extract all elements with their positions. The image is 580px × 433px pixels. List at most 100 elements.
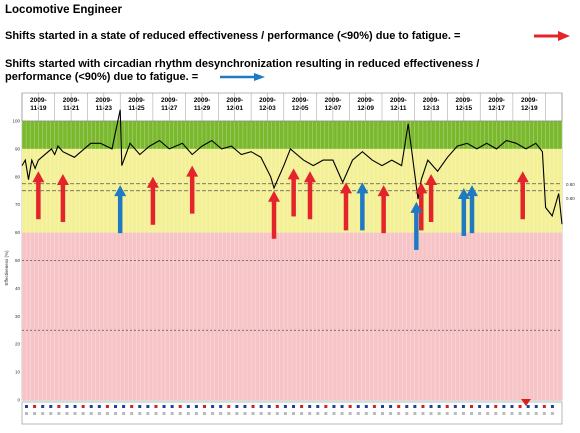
schedule-mark <box>243 412 247 415</box>
schedule-mark <box>461 405 465 408</box>
x-tick-label: 2009- <box>226 97 243 104</box>
red-arrow <box>415 182 428 231</box>
schedule-mark <box>211 412 215 415</box>
x-tick-label: 2009- <box>96 97 113 104</box>
schedule-mark <box>283 405 287 408</box>
y-tick-label: 10 <box>15 370 21 375</box>
blue-arrow-head <box>457 187 470 199</box>
y-tick-label: 50 <box>15 258 21 263</box>
red-arrow <box>186 165 199 214</box>
schedule-mark <box>550 405 554 408</box>
x-tick-label: 11-29 <box>194 105 211 112</box>
schedule-mark <box>194 412 198 415</box>
schedule-mark <box>494 405 498 408</box>
y-tick-label: 90 <box>15 146 21 151</box>
schedule-mark <box>138 412 142 415</box>
schedule-mark <box>413 412 417 415</box>
red-arrow-head <box>415 182 428 194</box>
schedule-mark <box>413 405 417 408</box>
x-tick-label: 2009- <box>423 97 440 104</box>
schedule-mark <box>154 412 158 415</box>
red-arrow <box>287 168 300 217</box>
red-arrow-head <box>425 174 438 186</box>
schedule-mark <box>372 412 376 415</box>
schedule-mark <box>437 412 441 415</box>
schedule-mark <box>502 412 506 415</box>
x-tick-label: 2009- <box>521 97 538 104</box>
x-tick-label: 2009- <box>488 97 505 104</box>
schedule-mark <box>251 405 255 408</box>
schedule-mark <box>542 412 546 415</box>
x-tick-label: 12-13 <box>423 105 440 112</box>
schedule-mark <box>267 412 271 415</box>
schedule-mark <box>356 405 360 408</box>
x-tick-label: 11-23 <box>96 105 113 112</box>
schedule-mark <box>49 412 53 415</box>
schedule-mark <box>300 412 304 415</box>
schedule-mark <box>154 405 158 408</box>
schedule-mark <box>81 405 85 408</box>
schedule-mark <box>494 412 498 415</box>
schedule-mark <box>429 405 433 408</box>
schedule-mark <box>437 405 441 408</box>
schedule-mark <box>105 412 109 415</box>
red-arrow <box>304 171 316 220</box>
schedule-mark <box>526 412 530 415</box>
red-arrow-head <box>56 174 69 186</box>
schedule-mark <box>89 412 93 415</box>
schedule-mark <box>356 412 360 415</box>
schedule-mark <box>389 412 393 415</box>
schedule-mark <box>219 405 223 408</box>
x-tick-label: 11-21 <box>63 105 80 112</box>
schedule-mark <box>292 405 295 408</box>
x-tick-label: 12-19 <box>521 105 538 112</box>
schedule-mark <box>518 405 522 408</box>
schedule-mark <box>73 412 77 415</box>
schedule-mark <box>316 412 320 415</box>
blue-arrow-head <box>114 185 127 197</box>
red-arrow-head <box>516 171 529 183</box>
red-arrow-head <box>186 165 199 177</box>
band-green <box>22 121 562 149</box>
schedule-mark <box>332 412 336 415</box>
schedule-mark <box>283 412 287 415</box>
schedule-mark <box>502 405 506 408</box>
schedule-mark <box>33 405 37 408</box>
schedule-mark <box>186 412 190 415</box>
y-tick-label: 20 <box>15 342 21 347</box>
schedule-mark <box>292 412 295 415</box>
y-tick-label: 40 <box>15 286 21 291</box>
schedule-mark <box>130 405 134 408</box>
schedule-mark <box>227 412 231 415</box>
y-tick-label: 0 <box>17 398 20 403</box>
schedule-mark <box>73 405 77 408</box>
schedule-mark <box>445 405 449 408</box>
x-tick-label: 11-19 <box>30 105 47 112</box>
marker-triangle <box>521 399 531 406</box>
x-tick-label: 12-07 <box>325 105 342 112</box>
x-tick-label: 2009- <box>161 97 178 104</box>
red-arrow <box>146 176 159 225</box>
schedule-mark <box>97 412 101 415</box>
schedule-mark <box>41 405 45 408</box>
schedule-mark <box>324 405 328 408</box>
red-arrow-legend-icon <box>534 31 570 41</box>
blue-arrow <box>114 185 127 234</box>
schedule-mark <box>146 412 150 415</box>
schedule-mark <box>300 405 304 408</box>
schedule-mark <box>542 405 546 408</box>
x-tick-label: 2009- <box>292 97 309 104</box>
schedule-mark <box>429 412 433 415</box>
schedule-mark <box>170 412 174 415</box>
schedule-mark <box>57 412 61 415</box>
schedule-mark <box>486 412 490 415</box>
schedule-mark <box>251 412 255 415</box>
schedule-mark <box>470 405 473 408</box>
red-arrow <box>516 171 529 220</box>
schedule-mark <box>122 412 126 415</box>
schedule-mark <box>259 405 263 408</box>
schedule-mark <box>453 412 457 415</box>
schedule-mark <box>41 412 45 415</box>
blue-arrow <box>466 185 478 234</box>
schedule-mark <box>372 405 376 408</box>
